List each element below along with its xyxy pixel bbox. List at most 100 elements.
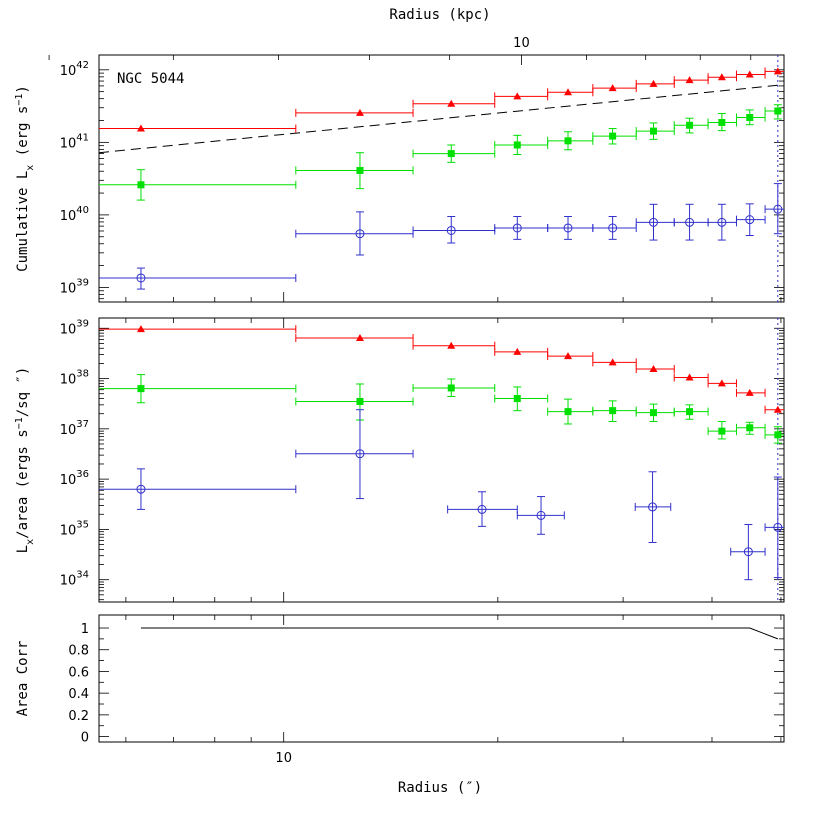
data-point [686, 408, 694, 416]
data-point [136, 124, 145, 132]
y-tick-label: 0.2 [68, 709, 89, 724]
data-point [649, 409, 657, 417]
top-axis-label: Radius (kpc) [389, 7, 490, 23]
series-red [99, 67, 784, 133]
data-point [355, 449, 365, 459]
data-point [355, 108, 364, 116]
data-point [609, 407, 617, 415]
data-point [513, 92, 522, 100]
data-point [136, 273, 146, 283]
data-point [746, 114, 754, 122]
series-green [99, 104, 784, 201]
y-tick-label: 1041 [60, 132, 89, 151]
data-point [774, 107, 782, 115]
data-point [447, 99, 456, 107]
data-point [774, 431, 782, 439]
y-tick-label: 1040 [60, 205, 89, 224]
data-point [564, 137, 572, 145]
data-point [355, 229, 365, 239]
y-tick-label: 0.6 [68, 665, 89, 680]
y-tick-label: 1042 [60, 60, 89, 79]
data-point [685, 76, 694, 84]
top-x-tick-label: 10 [513, 36, 530, 51]
data-point [564, 408, 572, 416]
data-point [477, 504, 487, 514]
data-point [563, 223, 573, 233]
data-point [136, 325, 145, 333]
data-point [564, 88, 573, 96]
y-tick-label: 1038 [60, 369, 89, 388]
y-tick-label: 0 [81, 731, 89, 746]
data-point [648, 217, 658, 227]
data-point [773, 405, 782, 413]
y-tick-label: 0.8 [68, 644, 89, 659]
chart-panels: Cumulative Lx (erg s−1) 1039 1040 1041 1042 N… [14, 36, 785, 766]
data-point [536, 510, 546, 520]
plot-area [140, 627, 779, 640]
data-point [608, 358, 617, 366]
data-point [608, 84, 617, 92]
data-point [609, 132, 617, 140]
data-point [745, 388, 754, 396]
data-point [685, 217, 695, 227]
panel-surface: Lx/area (ergs s−1/sq ″) 1034 1035 1036 1037 1… [14, 317, 785, 603]
data-point [743, 547, 753, 557]
series-blue [99, 183, 784, 290]
data-point [718, 118, 726, 126]
data-point [137, 181, 145, 189]
data-point [447, 341, 456, 349]
data-point [717, 73, 726, 81]
data-point [746, 424, 754, 432]
data-point [513, 347, 522, 355]
x-axis-label: Radius (″) [398, 780, 482, 796]
data-point [685, 373, 694, 381]
data-point [773, 522, 783, 532]
y-tick-label: 1035 [60, 519, 89, 538]
panel-frame [98, 317, 785, 603]
series-green [99, 374, 784, 444]
galaxy-annotation: NGC 5044 [117, 71, 184, 87]
y-tick-label: 1039 [60, 277, 89, 296]
data-point [355, 334, 364, 342]
y-tick-label: 1036 [60, 469, 89, 488]
data-point [649, 79, 658, 87]
data-point [745, 215, 755, 225]
series-blue [99, 409, 784, 581]
panel-frame [98, 614, 785, 743]
series-red [99, 325, 784, 414]
data-point [649, 127, 657, 135]
plot-area [99, 318, 784, 602]
data-point [137, 385, 145, 393]
data-point [513, 395, 521, 403]
data-point [745, 70, 754, 78]
y-tick-label: 1037 [60, 419, 89, 438]
data-point [513, 141, 521, 149]
y-axis-label: Cumulative Lx (erg s−1) [14, 85, 36, 272]
x-tick-label: 10 [275, 751, 292, 766]
plot-area [99, 55, 784, 302]
data-point [564, 352, 573, 360]
panel-cumulative: Cumulative Lx (erg s−1) 1039 1040 1041 1042 N… [14, 36, 785, 303]
panel-frame [98, 54, 785, 303]
data-point [648, 502, 658, 512]
y-axis-label: Lx/area (ergs s−1/sq ″) [14, 367, 36, 554]
area-corr-line [140, 627, 779, 640]
dashed-model-line [99, 84, 784, 154]
data-point [447, 150, 455, 158]
panel-area-corr: Area Corr 0 0.2 0.4 0.6 0.8 1 10 [15, 614, 785, 766]
y-axis-label: Area Corr [15, 641, 31, 717]
data-point [686, 121, 694, 129]
data-point [356, 397, 364, 405]
data-point [773, 204, 783, 214]
data-point [717, 217, 727, 227]
data-point [773, 67, 782, 75]
data-point [447, 384, 455, 392]
y-tick-label: 1 [81, 622, 89, 637]
data-point [512, 223, 522, 233]
data-point [446, 225, 456, 235]
data-point [717, 379, 726, 387]
data-point [136, 484, 146, 494]
y-tick-label: 1039 [60, 318, 89, 337]
data-point [608, 223, 618, 233]
